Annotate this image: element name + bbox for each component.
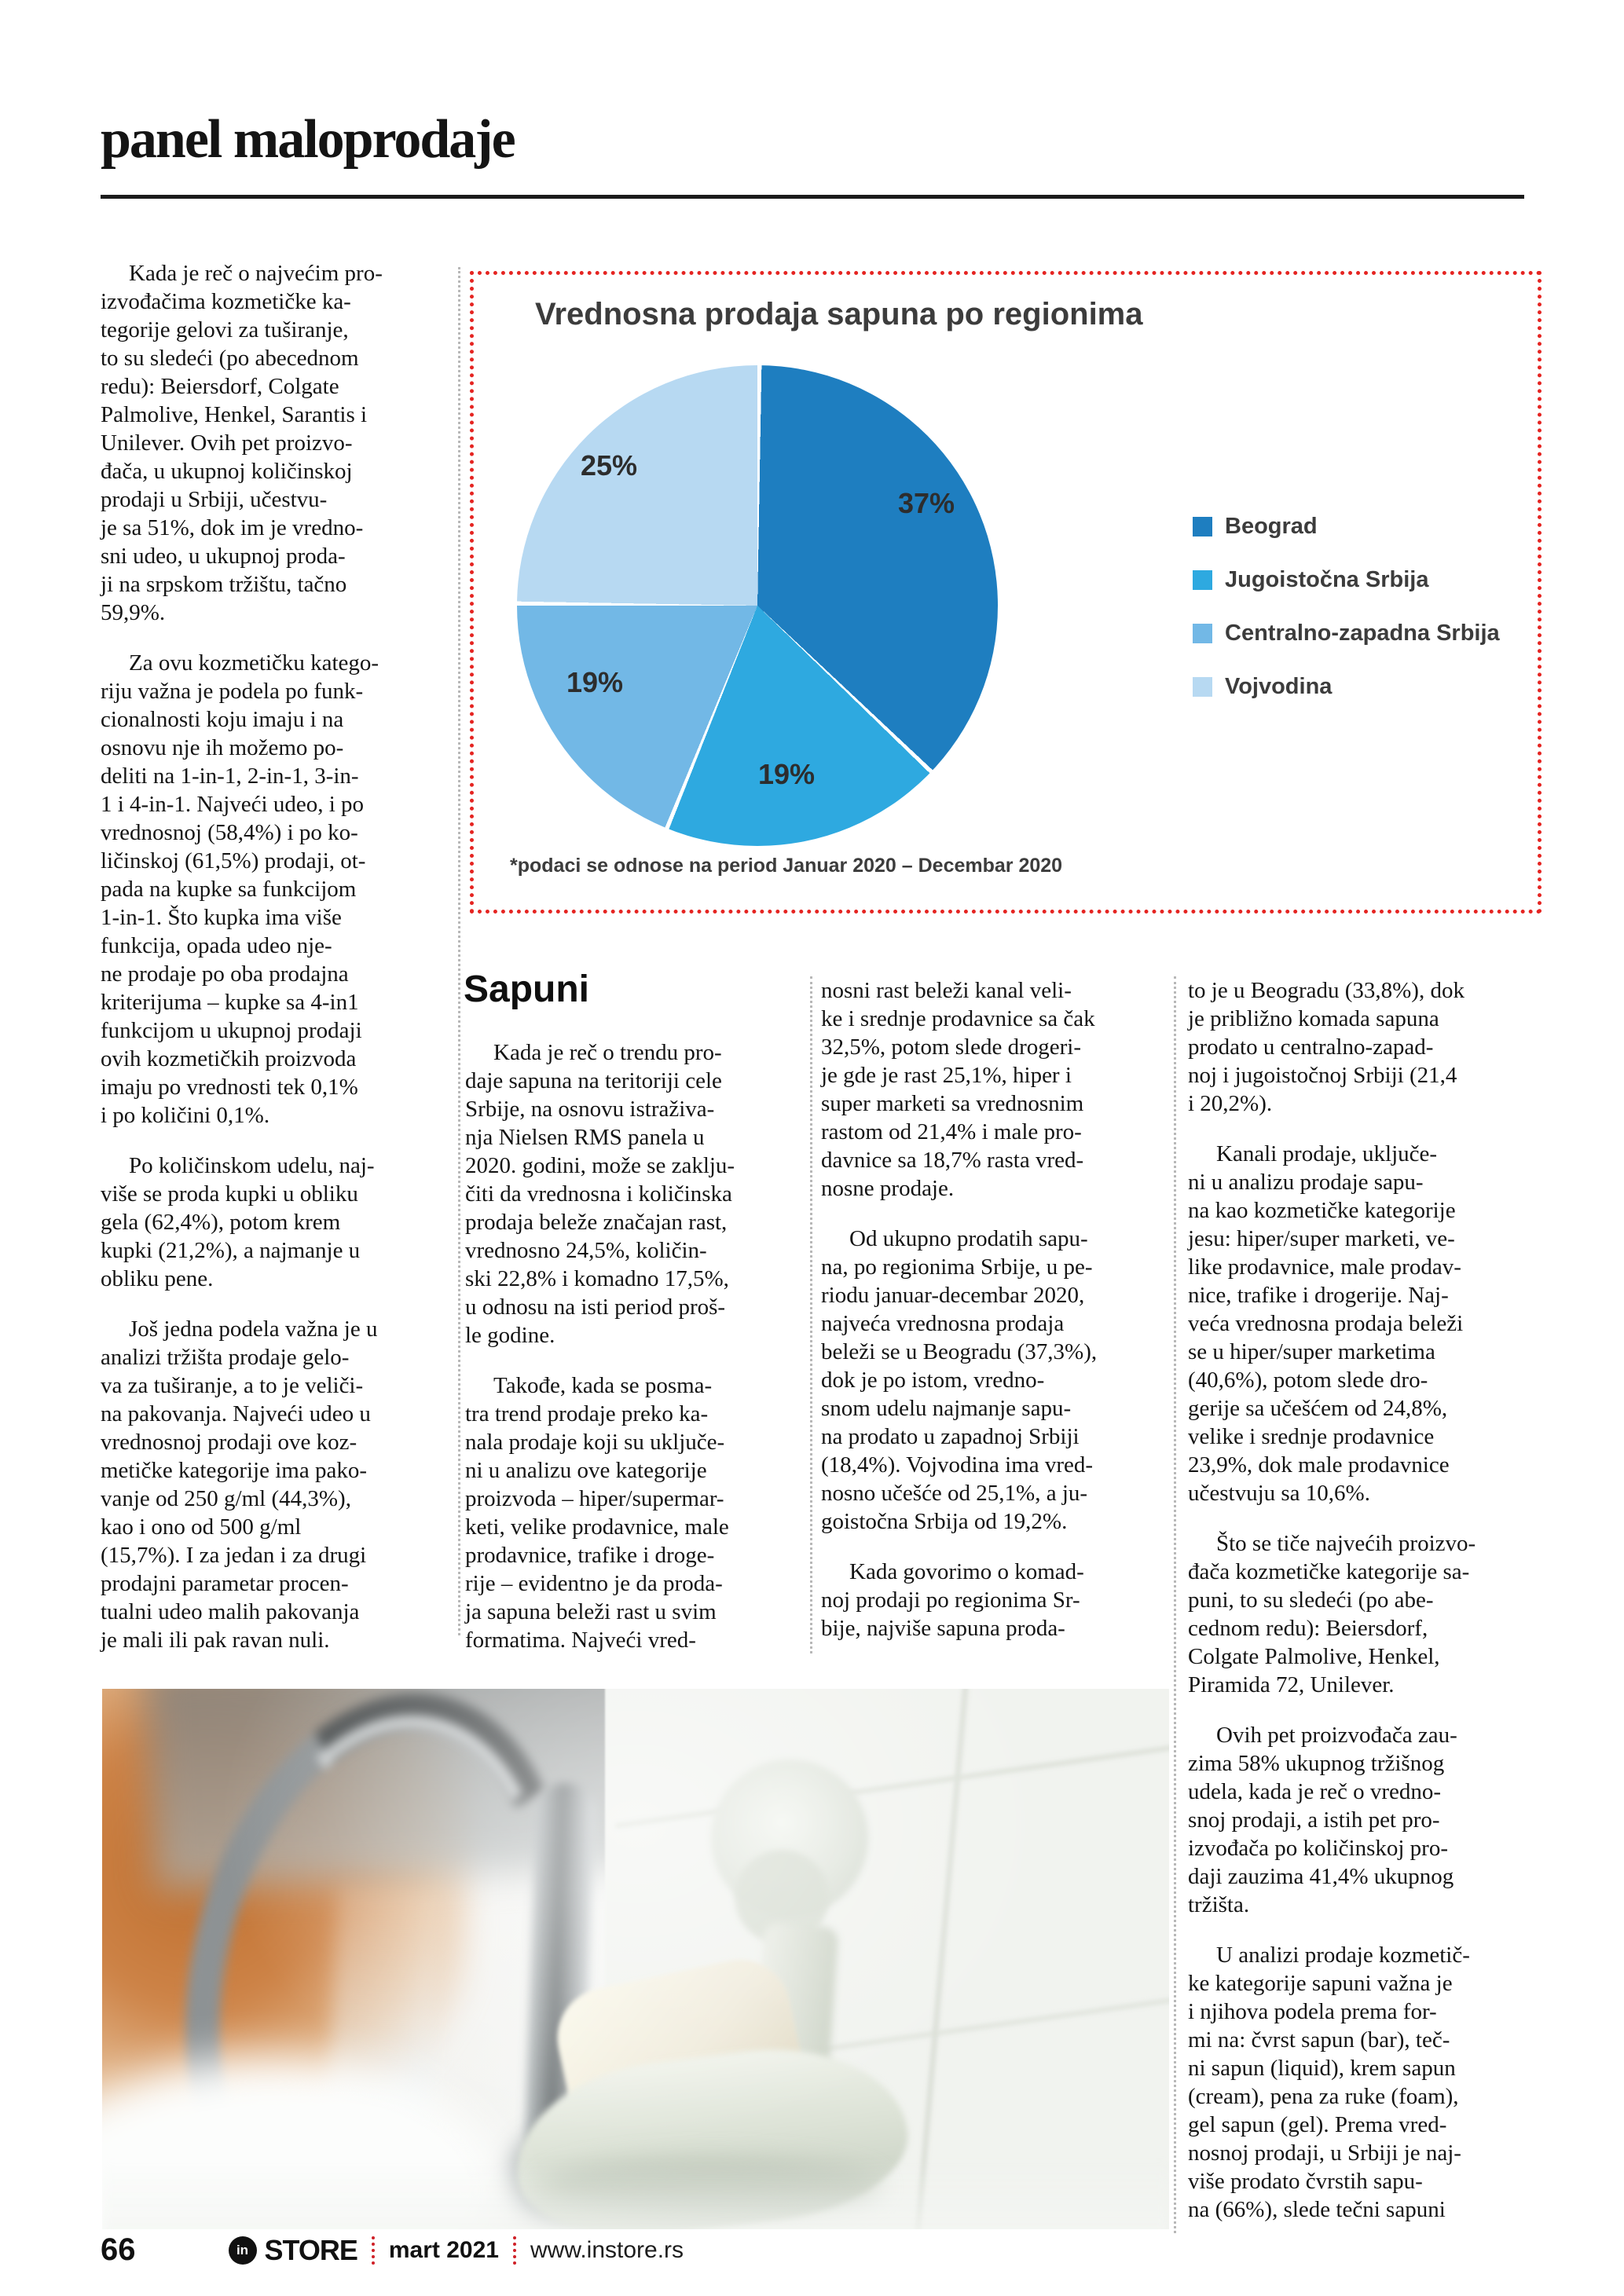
issue-date: mart 2021 [388,2236,499,2263]
legend-label: Beograd [1225,513,1318,539]
pie-value-label-vojvodina: 25% [581,449,638,482]
paragraph: U analizi prodaje kozmetič- ke kategorij… [1188,1943,1470,2222]
pie-value-label-beograd: 37% [898,487,955,519]
page-number: 66 [101,2232,136,2267]
pie-chart-panel: Vrednosna prodaja sapuna po regionima 37… [470,271,1542,914]
pie-value-label-centralno-zapadna: 19% [566,666,624,698]
paragraph: Što se tiče najvećih proizvo- đača kozme… [1188,1531,1476,1697]
paragraph: Takođe, kada se posma- tra trend prodaje… [465,1373,729,1653]
legend-label: Vojvodina [1225,673,1333,699]
website-url: www.instore.rs [530,2236,684,2263]
pie-chart [517,365,998,846]
chart-footnote: *podaci se odnose na period Januar 2020 … [510,855,1063,877]
chart-title: Vrednosna prodaja sapuna po regionima [535,297,1143,331]
paragraph: Za ovu kozmetičku katego- riju važna je … [101,650,379,1128]
paragraph: Kada je reč o trendu pro- daje sapuna na… [465,1040,735,1348]
footer-separator [371,2236,375,2265]
paragraph: Kanali prodaje, uključe- ni u analizu pr… [1188,1141,1464,1506]
intro-column: Kada je reč o najvećim pro- izvođačima k… [101,259,456,1676]
paragraph: Kada govorimo o komad- noj prodaji po re… [821,1559,1084,1641]
instore-logo: in STORE [228,2233,358,2267]
paragraph: to je u Beogradu (33,8%), dok je približ… [1188,978,1465,1116]
legend-item-jugoistocna-srbija: Jugoistočna Srbija [1193,564,1500,595]
masthead-rule [101,195,1524,199]
legend-swatch-vojvodina [1193,676,1212,697]
column-separator [458,267,460,1635]
sapuni-column-3: to je u Beogradu (33,8%), dok je približ… [1188,976,1527,2246]
page-footer: 66 in STORE mart 2021 www.instore.rs [101,2232,684,2268]
paragraph: Ovih pet proizvođača zau- zima 58% ukupn… [1188,1723,1457,1917]
instore-logo-icon: in [228,2236,257,2265]
legend-item-centralno-zapadna-srbija: Centralno-zapadna Srbija [1193,617,1500,649]
paragraph: Kada je reč o najvećim pro- izvođačima k… [101,261,383,625]
legend-swatch-jugoistocna [1193,569,1212,590]
section-heading-sapuni: Sapuni [464,969,590,1010]
sapuni-column-1: Kada je reč o trendu pro- daje sapuna na… [465,1038,801,1676]
pie-value-label-jugoistocna: 19% [758,758,816,790]
paragraph: Od ukupno prodatih sapu- na, po regionim… [821,1226,1098,1534]
legend-item-beograd: Beograd [1193,511,1500,542]
legend-item-vojvodina: Vojvodina [1193,671,1500,702]
bathroom-soap-photo [102,1689,1169,2229]
footer-separator [512,2236,516,2265]
photo-haze-overlay [102,1689,1169,2229]
chart-legend: Beograd Jugoistočna Srbija Centralno-zap… [1193,511,1500,724]
page-section-title: panel maloprodaje [101,109,516,170]
legend-label: Jugoistočna Srbija [1225,566,1429,592]
paragraph: nosni rast beleži kanal veli- ke i sredn… [821,978,1095,1201]
column-separator [810,976,812,1653]
legend-swatch-beograd [1193,516,1212,536]
legend-label: Centralno-zapadna Srbija [1225,620,1500,646]
sapuni-column-2: nosni rast beleži kanal veli- ke i sredn… [821,976,1157,1664]
paragraph: Još jedna podela važna je u analizi trži… [101,1316,378,1653]
column-separator [1174,976,1176,2233]
legend-swatch-centralno-zapadna [1193,623,1212,643]
paragraph: Po količinskom udelu, naj- više se proda… [101,1153,375,1291]
brand-name: STORE [264,2233,358,2266]
